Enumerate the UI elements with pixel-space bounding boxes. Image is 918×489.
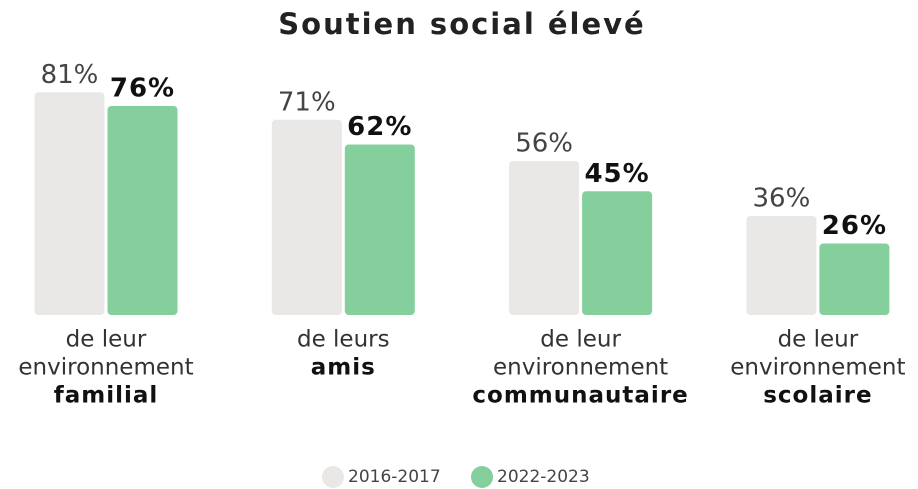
legend-label: 2022-2023 (497, 467, 590, 487)
x-tick-label: environnement (493, 355, 668, 381)
data-label: 36% (753, 184, 811, 214)
x-tick-label: familial (54, 383, 159, 409)
bar (344, 144, 415, 315)
legend-swatch (471, 466, 493, 488)
x-tick-label: environnement (730, 355, 905, 381)
bar (819, 243, 890, 315)
x-tick-label: de leur (66, 327, 147, 353)
bar (107, 106, 178, 315)
x-tick-label: de leurs (297, 327, 390, 353)
x-tick-label: de leur (778, 327, 859, 353)
x-tick-label: amis (311, 355, 376, 381)
x-tick-label: communautaire (472, 383, 688, 409)
chart-title: Soutien social élevé (278, 7, 645, 41)
data-label: 26% (822, 211, 887, 241)
bar (509, 161, 580, 315)
data-label: 62% (347, 112, 412, 142)
legend-swatch (322, 466, 344, 488)
x-tick-label: de leur (540, 327, 621, 353)
x-tick-label: scolaire (763, 383, 872, 409)
data-label: 56% (515, 129, 573, 159)
data-label: 81% (41, 60, 99, 90)
data-label: 76% (110, 74, 175, 104)
bar (34, 92, 105, 315)
bar (271, 119, 342, 315)
bar (582, 191, 653, 315)
x-tick-label: environnement (18, 355, 193, 381)
bar (746, 216, 817, 315)
data-label: 45% (584, 159, 649, 189)
legend-label: 2016-2017 (348, 467, 441, 487)
data-label: 71% (278, 87, 336, 117)
